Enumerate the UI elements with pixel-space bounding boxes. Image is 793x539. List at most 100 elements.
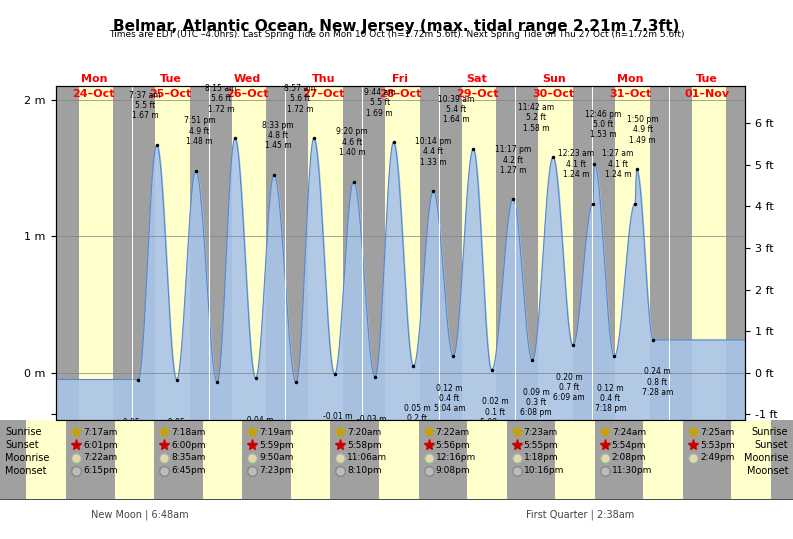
Text: Tue: Tue xyxy=(696,73,718,84)
Text: 0.09 m
0.3 ft
6:08 pm: 0.09 m 0.3 ft 6:08 pm xyxy=(520,388,552,418)
Text: 5:58pm: 5:58pm xyxy=(347,440,382,450)
Bar xyxy=(731,420,771,500)
Text: Moonset: Moonset xyxy=(5,466,47,476)
Bar xyxy=(264,420,352,500)
Text: 12:16pm: 12:16pm xyxy=(435,453,476,462)
Bar xyxy=(232,32,266,441)
Text: Mon: Mon xyxy=(81,73,107,84)
Text: Mon: Mon xyxy=(617,73,644,84)
Bar xyxy=(308,32,343,441)
Text: 6:45pm: 6:45pm xyxy=(171,466,205,475)
Text: 2:49pm: 2:49pm xyxy=(700,453,734,462)
Bar xyxy=(462,32,496,441)
Text: 5:56pm: 5:56pm xyxy=(435,440,470,450)
Text: 6:00pm: 6:00pm xyxy=(171,440,206,450)
Text: Sun: Sun xyxy=(542,73,565,84)
Bar xyxy=(555,420,595,500)
Bar xyxy=(691,32,726,441)
Text: 7:19am: 7:19am xyxy=(259,428,293,437)
Text: 11:06am: 11:06am xyxy=(347,453,388,462)
Text: 7:25am: 7:25am xyxy=(700,428,734,437)
Text: 0.20 m
0.7 ft
6:09 am: 0.20 m 0.7 ft 6:09 am xyxy=(554,372,585,403)
Text: Sunset: Sunset xyxy=(754,440,788,450)
Bar xyxy=(88,420,176,500)
Text: 25–Oct: 25–Oct xyxy=(149,89,192,99)
Text: Sunrise: Sunrise xyxy=(5,427,41,437)
Text: -0.07 m
-0.2 ft
2:41 pm: -0.07 m -0.2 ft 2:41 pm xyxy=(197,420,229,450)
Bar xyxy=(155,32,190,441)
Text: 6:01pm: 6:01pm xyxy=(83,440,117,450)
Text: Belmar, Atlantic Ocean, New Jersey (max. tidal range 2.21m 7.3ft): Belmar, Atlantic Ocean, New Jersey (max.… xyxy=(113,19,680,34)
Bar xyxy=(529,420,617,500)
Bar xyxy=(643,420,683,500)
Text: 1:18pm: 1:18pm xyxy=(523,453,558,462)
Bar xyxy=(385,32,419,441)
Text: 7:23pm: 7:23pm xyxy=(259,466,294,475)
Text: Sunrise: Sunrise xyxy=(752,427,788,437)
Text: 0.12 m
0.4 ft
5:04 am: 0.12 m 0.4 ft 5:04 am xyxy=(434,384,465,413)
Text: 9:50am: 9:50am xyxy=(259,453,293,462)
Text: 0.02 m
0.1 ft
5:08 pm: 0.02 m 0.1 ft 5:08 pm xyxy=(480,397,511,427)
Text: 12:46 pm
5.0 ft
1.53 m: 12:46 pm 5.0 ft 1.53 m xyxy=(585,109,622,140)
Text: 11:17 pm
4.2 ft
1.27 m: 11:17 pm 4.2 ft 1.27 m xyxy=(495,145,531,175)
Text: 8:33 pm
4.8 ft
1.45 m: 8:33 pm 4.8 ft 1.45 m xyxy=(262,121,293,150)
Text: -0.05 m
-0.2 ft
1:55 pm: -0.05 m -0.2 ft 1:55 pm xyxy=(119,418,151,447)
Text: -0.04 m
-0.1 ft
2:43 am: -0.04 m -0.1 ft 2:43 am xyxy=(243,416,274,446)
Bar xyxy=(26,420,66,500)
Text: 7:37 am
5.5 ft
1.67 m: 7:37 am 5.5 ft 1.67 m xyxy=(129,91,161,120)
Text: 7:22am: 7:22am xyxy=(83,453,117,462)
Text: 12:23 am
4.1 ft
1.24 m: 12:23 am 4.1 ft 1.24 m xyxy=(558,149,594,179)
Text: 10:16pm: 10:16pm xyxy=(523,466,564,475)
Text: Moonrise: Moonrise xyxy=(5,453,49,463)
Text: 1:50 pm
4.9 ft
1.49 m: 1:50 pm 4.9 ft 1.49 m xyxy=(627,115,658,145)
Bar xyxy=(441,420,529,500)
Bar xyxy=(176,420,264,500)
Text: 9:08pm: 9:08pm xyxy=(435,466,470,475)
Text: Fri: Fri xyxy=(393,73,408,84)
Text: 0.24 m
0.8 ft
7:28 am: 0.24 m 0.8 ft 7:28 am xyxy=(642,367,673,397)
Text: 9:20 pm
4.6 ft
1.40 m: 9:20 pm 4.6 ft 1.40 m xyxy=(336,127,368,157)
Text: 11:42 am
5.2 ft
1.58 m: 11:42 am 5.2 ft 1.58 m xyxy=(518,103,554,133)
Text: 29–Oct: 29–Oct xyxy=(456,89,498,99)
Text: Moonset: Moonset xyxy=(746,466,788,476)
Text: 7:18am: 7:18am xyxy=(171,428,205,437)
Text: 2:08pm: 2:08pm xyxy=(611,453,646,462)
Bar xyxy=(114,420,154,500)
Text: -0.07 m
-0.2 ft
3:26 am: -0.07 m -0.2 ft 3:26 am xyxy=(277,420,308,450)
Text: 10:39 am
5.4 ft
1.64 m: 10:39 am 5.4 ft 1.64 m xyxy=(439,95,475,125)
Bar xyxy=(379,420,419,500)
Text: 10:14 pm
4.4 ft
1.33 m: 10:14 pm 4.4 ft 1.33 m xyxy=(416,137,452,167)
Bar xyxy=(467,420,507,500)
Text: 7:51 pm
4.9 ft
1.48 m: 7:51 pm 4.9 ft 1.48 m xyxy=(184,116,216,146)
Text: Tue: Tue xyxy=(159,73,182,84)
Text: New Moon | 6:48am: New Moon | 6:48am xyxy=(91,509,189,520)
Text: 7:20am: 7:20am xyxy=(347,428,381,437)
Text: 30–Oct: 30–Oct xyxy=(533,89,575,99)
Text: -0.01 m
-0.0 ft
3:27 pm: -0.01 m -0.0 ft 3:27 pm xyxy=(322,412,354,442)
Text: 7:22am: 7:22am xyxy=(435,428,469,437)
Bar xyxy=(291,420,331,500)
Text: 5:54pm: 5:54pm xyxy=(611,440,646,450)
Text: 0.05 m
0.2 ft
4:16 pm: 0.05 m 0.2 ft 4:16 pm xyxy=(401,404,433,434)
Text: Wed: Wed xyxy=(233,73,261,84)
Text: First Quarter | 2:38am: First Quarter | 2:38am xyxy=(526,509,634,520)
Text: Thu: Thu xyxy=(312,73,335,84)
Text: 0.12 m
0.4 ft
7:18 pm: 0.12 m 0.4 ft 7:18 pm xyxy=(595,384,626,413)
Text: Sunset: Sunset xyxy=(5,440,39,450)
Text: 7:24am: 7:24am xyxy=(611,428,646,437)
Text: 8:57 am
5.6 ft
1.72 m: 8:57 am 5.6 ft 1.72 m xyxy=(285,84,316,114)
Text: 7:23am: 7:23am xyxy=(523,428,558,437)
Text: 26–Oct: 26–Oct xyxy=(226,89,268,99)
Text: 5:59pm: 5:59pm xyxy=(259,440,294,450)
Text: 8:10pm: 8:10pm xyxy=(347,466,382,475)
Text: -0.05 m
-0.2 ft
2:02 am: -0.05 m -0.2 ft 2:02 am xyxy=(164,418,195,447)
Text: Moonrise: Moonrise xyxy=(744,453,788,463)
Bar xyxy=(79,32,113,441)
Bar xyxy=(203,420,243,500)
Bar xyxy=(617,420,705,500)
Text: 8:15 am
5.6 ft
1.72 m: 8:15 am 5.6 ft 1.72 m xyxy=(205,84,237,114)
Text: 6:15pm: 6:15pm xyxy=(83,466,117,475)
Bar xyxy=(615,32,649,441)
Text: 5:55pm: 5:55pm xyxy=(523,440,558,450)
Text: 11:30pm: 11:30pm xyxy=(611,466,652,475)
